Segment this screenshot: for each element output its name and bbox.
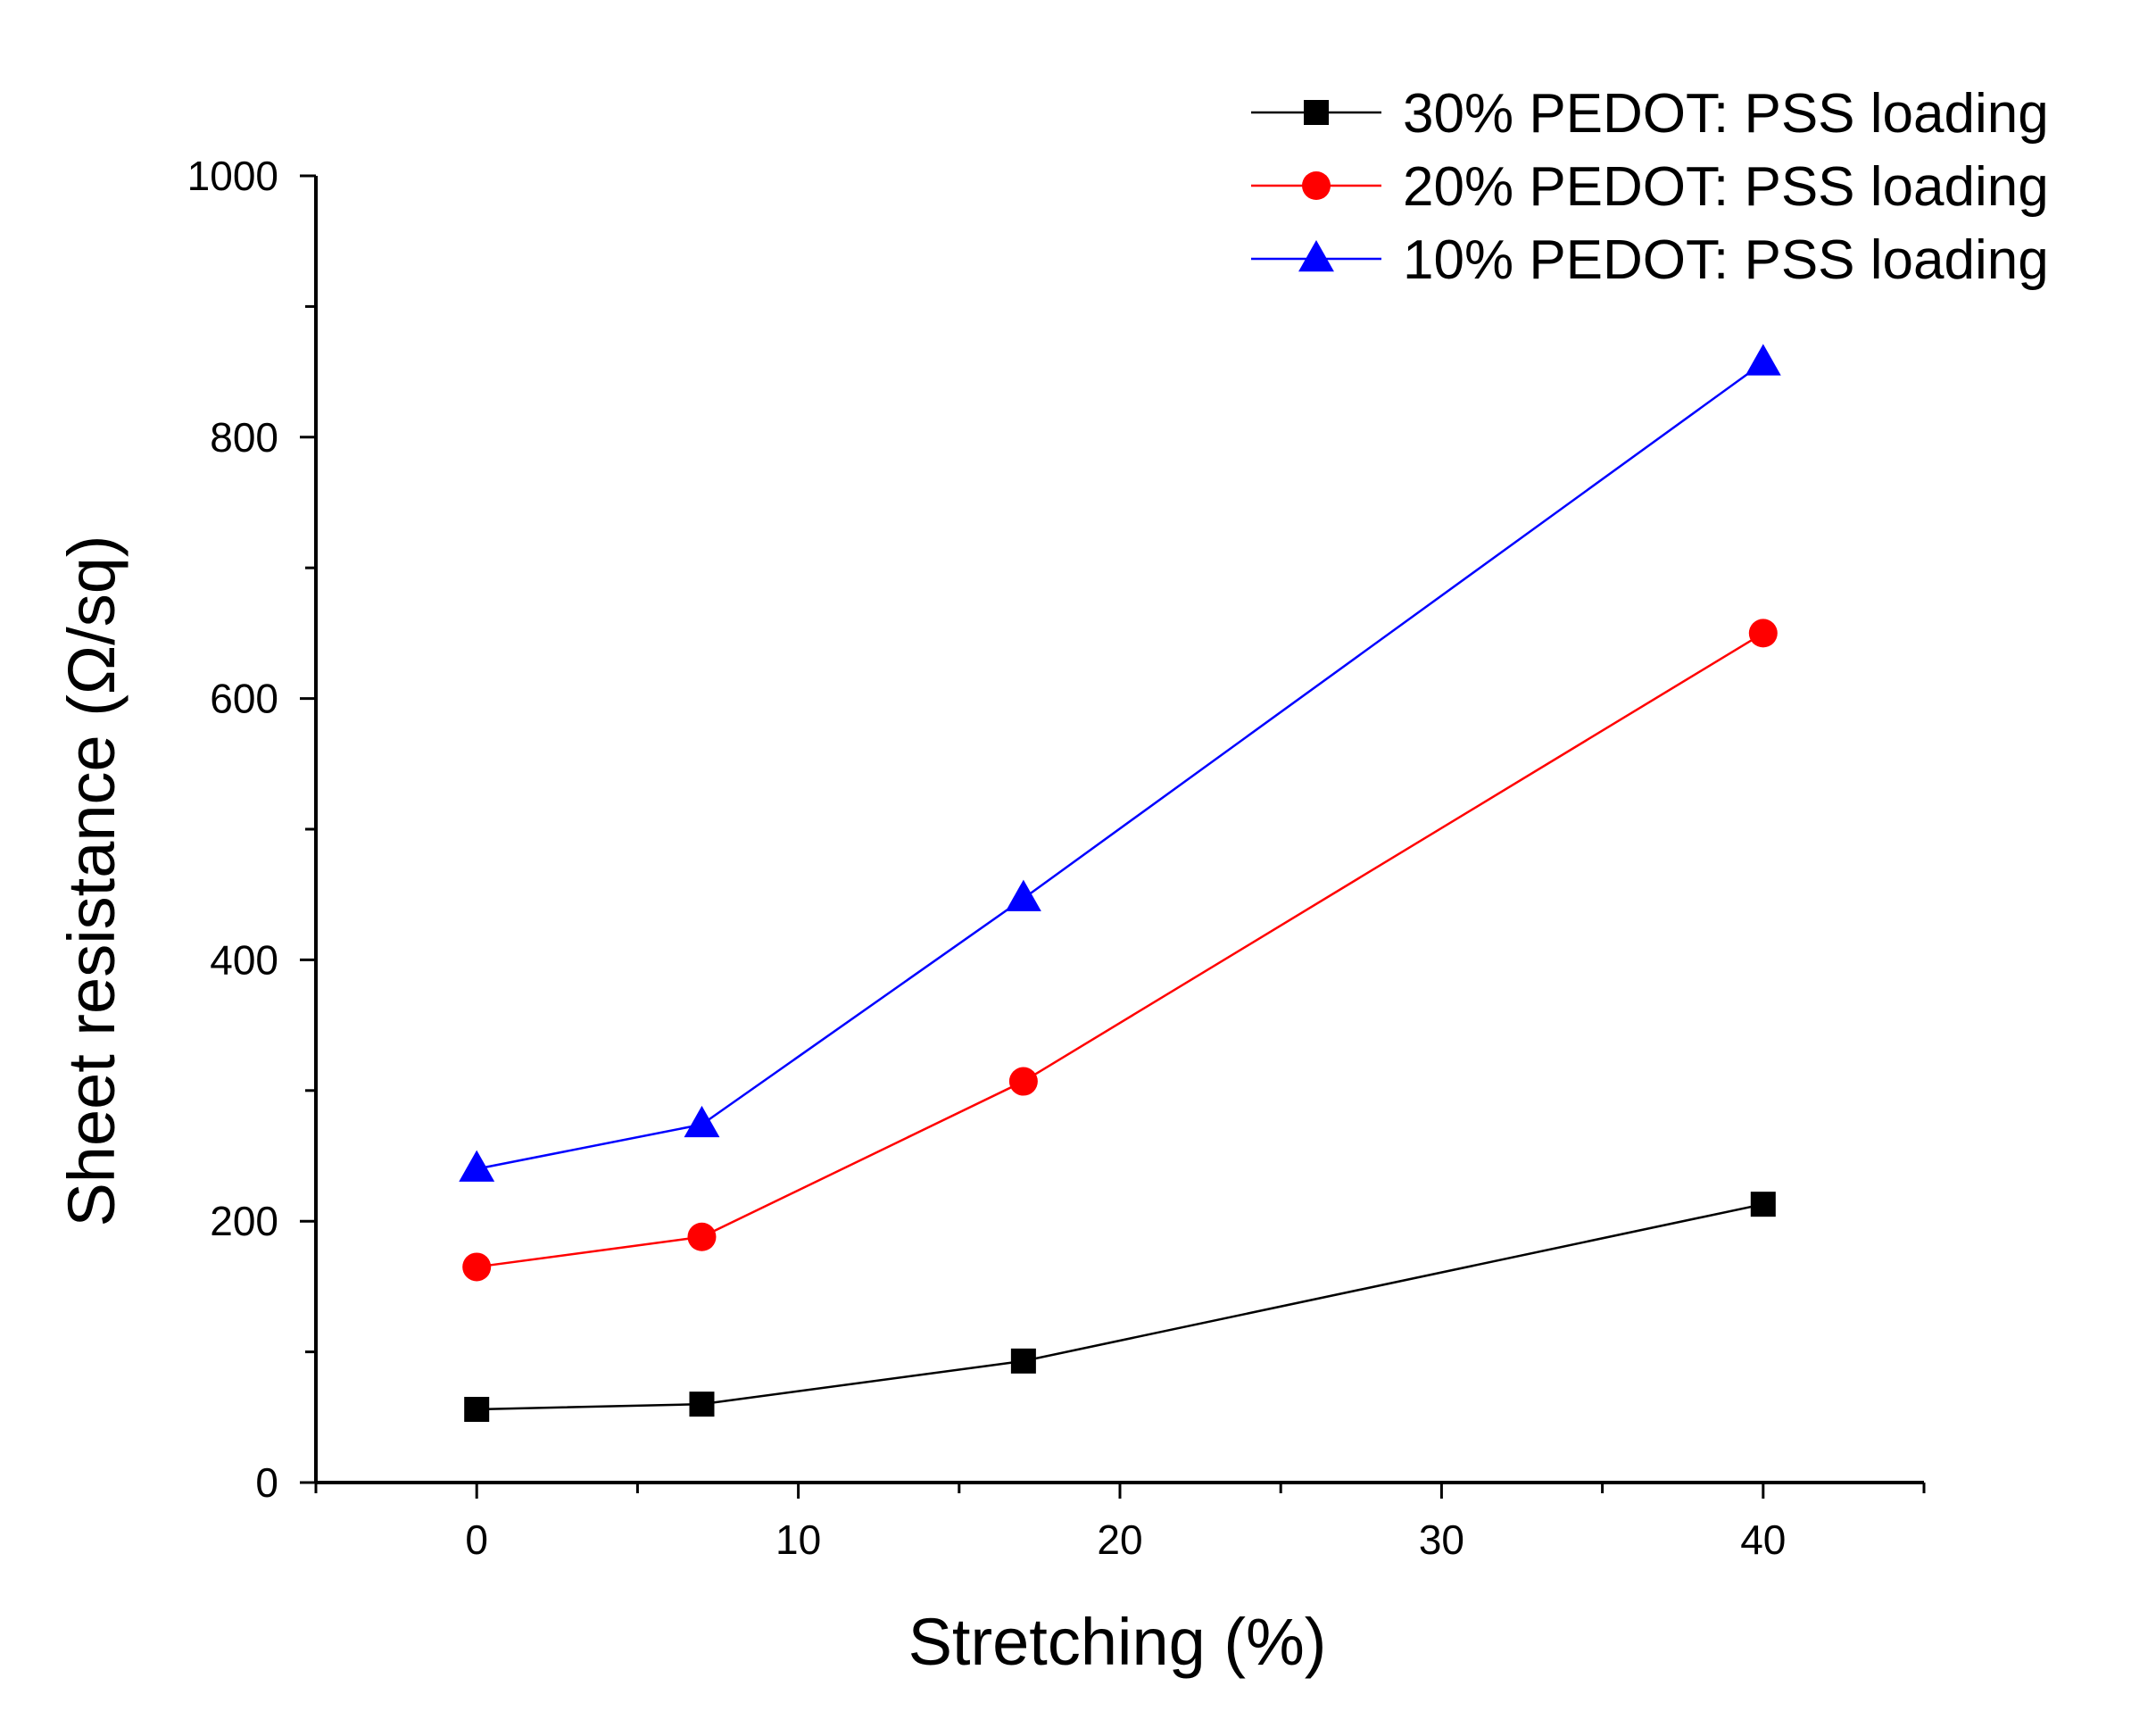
legend-item: 20% PEDOT: PSS loading xyxy=(1251,156,2049,218)
legend-item: 10% PEDOT: PSS loading xyxy=(1251,229,2049,291)
legend-marker xyxy=(1298,240,1334,272)
legend-marker xyxy=(1304,100,1329,125)
x-tick-label: 30 xyxy=(1419,1516,1464,1563)
data-point xyxy=(1745,344,1781,376)
data-point xyxy=(684,1105,720,1138)
y-tick-label: 400 xyxy=(210,936,278,983)
series-layer xyxy=(459,344,1781,1423)
series-line xyxy=(477,1202,1764,1411)
data-point xyxy=(1748,619,1778,648)
legend-label: 20% PEDOT: PSS loading xyxy=(1403,156,2049,218)
y-axis-title: Sheet resistance (Ω/sq) xyxy=(54,535,129,1226)
x-axis-title: Stretching (%) xyxy=(908,1605,1327,1679)
x-tick-label: 0 xyxy=(465,1516,488,1563)
data-point xyxy=(462,1252,492,1282)
legend-marker xyxy=(1302,171,1331,200)
y-tick-label: 200 xyxy=(210,1198,278,1244)
series-3 xyxy=(459,344,1781,1182)
legend-item: 30% PEDOT: PSS loading xyxy=(1251,83,2049,145)
data-point xyxy=(1008,1067,1038,1096)
x-tick-label: 40 xyxy=(1740,1516,1786,1563)
data-point xyxy=(1010,1348,1036,1374)
legend-label: 10% PEDOT: PSS loading xyxy=(1403,229,2049,291)
y-tick-label: 600 xyxy=(210,676,278,722)
legend: 30% PEDOT: PSS loading 20% PEDOT: PSS loa… xyxy=(1251,83,2049,291)
data-point xyxy=(459,1150,495,1182)
series-1 xyxy=(464,1192,1776,1423)
series-2 xyxy=(462,619,1778,1282)
data-point xyxy=(464,1397,490,1423)
y-tick-label: 0 xyxy=(255,1459,278,1506)
x-tick-label: 10 xyxy=(775,1516,821,1563)
y-tick-label: 1000 xyxy=(187,153,278,199)
series-line xyxy=(476,361,1764,1170)
data-point xyxy=(689,1392,715,1417)
data-point xyxy=(1750,1192,1776,1217)
y-tick-label: 800 xyxy=(210,414,278,461)
data-point xyxy=(1005,879,1041,911)
data-point xyxy=(687,1222,717,1251)
series-line xyxy=(477,632,1764,1268)
x-tick-label: 20 xyxy=(1097,1516,1142,1563)
legend-label: 30% PEDOT: PSS loading xyxy=(1403,83,2049,145)
